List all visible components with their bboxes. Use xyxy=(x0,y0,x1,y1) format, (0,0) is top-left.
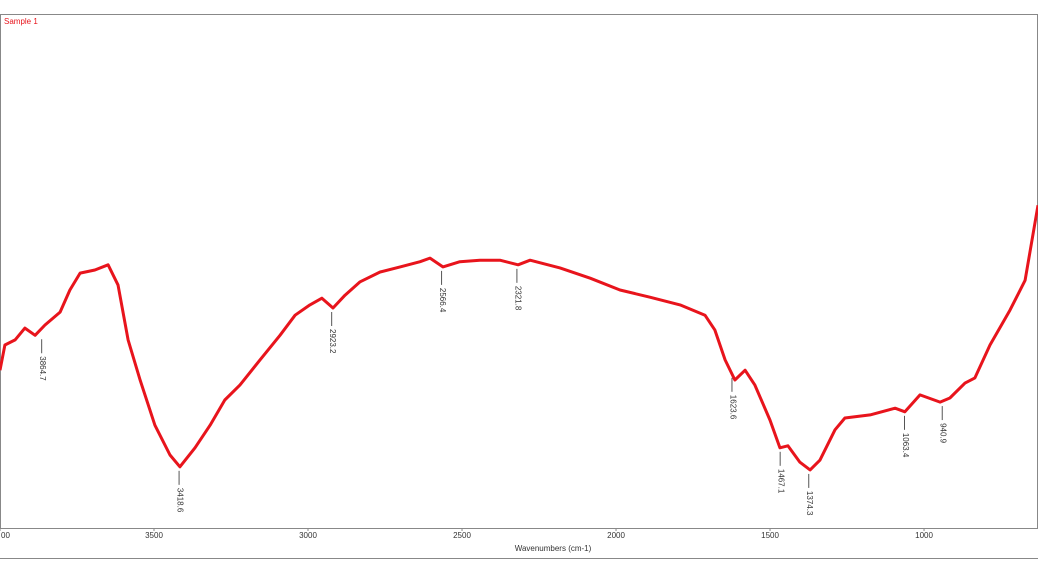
spectrum-line xyxy=(0,204,1038,472)
peak-label: 3418.6 xyxy=(175,488,184,513)
x-tick-label: 3000 xyxy=(299,531,317,540)
x-tick-label: 3500 xyxy=(145,531,163,540)
legend-text: Sample 1 xyxy=(4,17,38,26)
peak-label: 2321.8 xyxy=(513,286,522,311)
x-tick-label: 00 xyxy=(1,531,10,540)
x-tick-label: 2000 xyxy=(607,531,625,540)
peak-label: 1467.1 xyxy=(777,469,786,494)
peak-label: 3864.7 xyxy=(38,356,47,381)
x-tick-label: 1500 xyxy=(761,531,779,540)
peak-label: 2923.2 xyxy=(328,329,337,354)
peak-label: 1374.3 xyxy=(805,491,814,516)
peak-label: 2566.4 xyxy=(438,288,447,313)
peak-label: 1063.4 xyxy=(901,433,910,458)
plot-frame xyxy=(0,14,1038,529)
x-axis-label: Wavenumbers (cm-1) xyxy=(515,544,592,553)
peak-label: 940.9 xyxy=(939,423,948,444)
peak-label: 1623.6 xyxy=(728,395,737,420)
x-tick-label: 1000 xyxy=(915,531,933,540)
x-tick-label: 2500 xyxy=(453,531,471,540)
